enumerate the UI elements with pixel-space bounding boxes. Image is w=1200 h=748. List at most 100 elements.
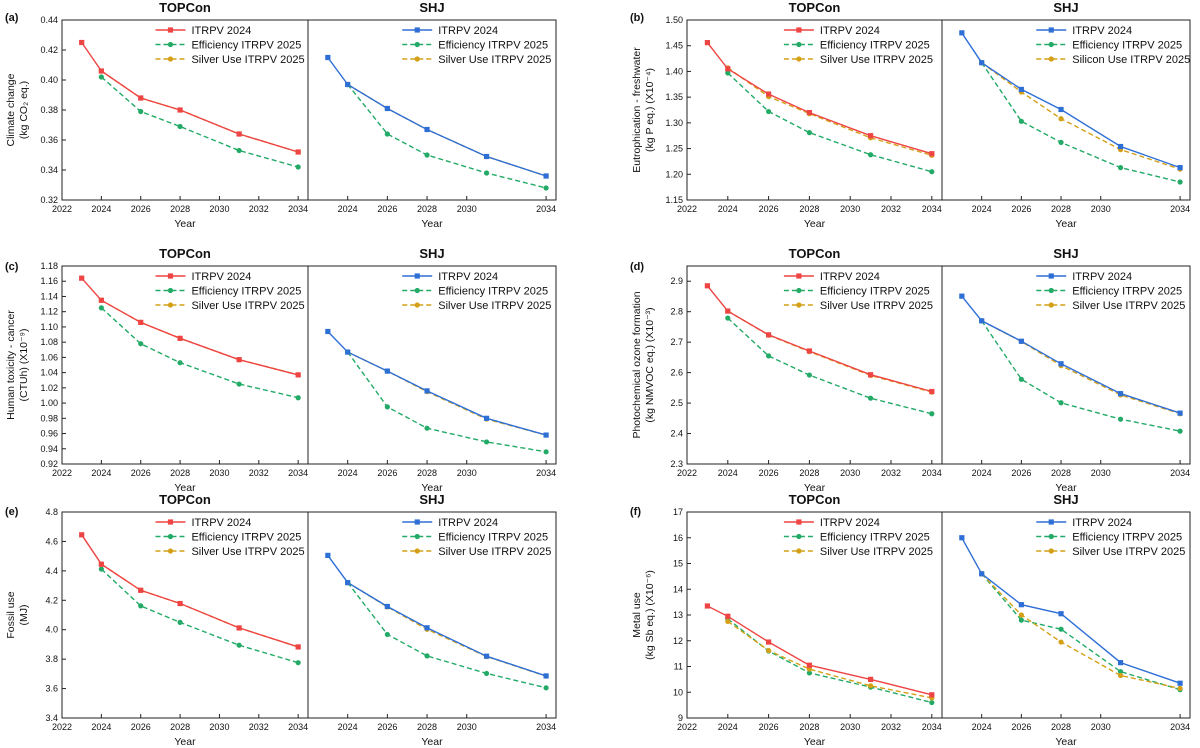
data-point-itrpv2024 [959, 535, 965, 541]
y-tick-label: 0.32 [40, 195, 58, 205]
data-point-itrpv2024 [1177, 680, 1183, 686]
x-tick-label: 2024 [972, 204, 992, 214]
data-point-efficiency [138, 341, 144, 347]
data-point-itrpv2024 [704, 603, 710, 609]
data-point-itrpv2024 [384, 603, 390, 610]
legend-label: Silver Use ITRPV 2025 [191, 54, 304, 66]
y-tick-label: 3.8 [45, 654, 58, 664]
data-point-third [1177, 685, 1183, 691]
data-point-itrpv2024 [1117, 143, 1124, 150]
data-point-efficiency [806, 670, 813, 676]
data-point-itrpv2024 [295, 372, 301, 378]
series-line-efficiency-shj [347, 582, 547, 689]
data-point-itrpv2024 [543, 432, 549, 438]
subplot-title-shj: SHJ [419, 492, 444, 507]
legend-label: ITRPV 2024 [820, 517, 880, 529]
legend-swatch-marker [414, 27, 420, 33]
data-point-itrpv2024 [98, 68, 104, 74]
y-tick-label: 1.12 [40, 307, 58, 317]
legend-swatch-marker [1048, 56, 1054, 62]
data-point-itrpv2024 [1018, 86, 1024, 93]
series-line-efficiency-topcon [727, 618, 932, 704]
y-tick-label: 13 [673, 610, 683, 620]
x-tick-label: 2030 [457, 204, 477, 214]
data-point-itrpv2024 [79, 39, 85, 46]
x-tick-label: 2024 [718, 468, 738, 478]
legend-swatch-marker [414, 302, 420, 308]
data-point-efficiency [236, 642, 242, 648]
chart-panel-a: (a) Climate change (kg CO₂ eq.) 0.32 0.34 0.3… [5, 0, 557, 230]
data-point-itrpv2024 [766, 639, 772, 645]
legend-swatch-marker [796, 548, 802, 554]
series-line-itrpv2024-shj [961, 32, 1181, 169]
data-point-efficiency [177, 123, 183, 130]
data-point-itrpv2024 [979, 318, 985, 324]
data-point-efficiency [138, 108, 144, 115]
data-point-efficiency [236, 147, 242, 154]
data-point-itrpv2024 [325, 328, 331, 335]
data-point-itrpv2024 [929, 692, 935, 698]
legend-label: Efficiency ITRPV 2025 [191, 40, 301, 52]
x-tick-label: 2034 [922, 722, 942, 732]
legend-swatch-marker [414, 56, 420, 62]
y-tick-label: 2.7 [670, 337, 683, 347]
series-line-third-topcon [101, 70, 299, 153]
legend-swatch-marker [414, 41, 420, 48]
legend-label: Silver Use ITRPV 2025 [820, 300, 933, 312]
legend-label: ITRPV 2024 [438, 517, 498, 529]
y-tick-label: 12 [673, 636, 683, 646]
x-tick-label: 2028 [1051, 204, 1071, 214]
x-tick-label: 2032 [881, 722, 901, 732]
legend-swatch-marker [414, 287, 420, 294]
x-tick-label: 2030 [1091, 722, 1111, 732]
legend-swatch-marker [167, 273, 174, 279]
y-tick-label: 1.40 [665, 66, 683, 76]
legend-label: Efficiency ITRPV 2025 [438, 40, 548, 52]
x-tick-label: 2024 [972, 468, 992, 478]
y-tick-label: 1.06 [40, 352, 58, 362]
x-tick-label: 2022 [52, 468, 72, 478]
legend-label: Efficiency ITRPV 2025 [820, 286, 930, 298]
series-line-third-shj [347, 83, 547, 177]
legend-swatch-marker [167, 519, 174, 525]
y-tick-label: 1.02 [40, 383, 58, 393]
x-axis-label: Year [804, 736, 826, 748]
data-point-itrpv2024 [138, 319, 144, 325]
x-tick-label: 2022 [52, 722, 72, 732]
y-tick-label: 4.8 [45, 507, 58, 517]
x-tick-label: 2028 [170, 722, 190, 732]
data-point-efficiency [868, 395, 874, 401]
y-tick-label: 2.5 [670, 398, 683, 408]
y-axis-label: (CTUh) (X10⁻⁹) [18, 328, 30, 401]
data-point-itrpv2024 [1018, 602, 1024, 608]
series-line-efficiency-topcon [727, 72, 932, 173]
data-point-efficiency [766, 353, 772, 359]
legend-label: ITRPV 2024 [438, 271, 498, 283]
x-tick-label: 2030 [209, 468, 229, 478]
data-point-itrpv2024 [79, 532, 85, 538]
x-tick-label: 2028 [417, 204, 437, 214]
data-point-itrpv2024 [483, 653, 490, 659]
x-tick-label: 2034 [288, 722, 308, 732]
series-line-third-shj [981, 573, 1181, 690]
legend-swatch-marker [796, 287, 802, 294]
legend-swatch-marker [1048, 41, 1054, 48]
data-point-itrpv2024 [138, 95, 144, 101]
y-tick-label: 2.8 [670, 307, 683, 317]
y-axis-label: Eutrophication - freshwater [631, 47, 643, 173]
y-tick-label: 4.2 [45, 595, 58, 605]
data-point-itrpv2024 [98, 561, 104, 567]
y-tick-label: 1.50 [665, 15, 683, 25]
y-tick-label: 1.45 [665, 41, 683, 51]
data-point-itrpv2024 [295, 149, 301, 155]
y-tick-label: 1.10 [40, 322, 58, 332]
data-point-efficiency [1058, 400, 1064, 406]
legend-swatch-marker [414, 273, 420, 279]
data-point-itrpv2024 [177, 335, 183, 341]
data-point-third [868, 683, 874, 689]
data-point-efficiency [806, 372, 813, 378]
data-point-itrpv2024 [979, 60, 985, 66]
data-point-efficiency [868, 152, 874, 158]
x-tick-label: 2026 [377, 204, 397, 214]
legend-swatch-marker [167, 56, 174, 62]
